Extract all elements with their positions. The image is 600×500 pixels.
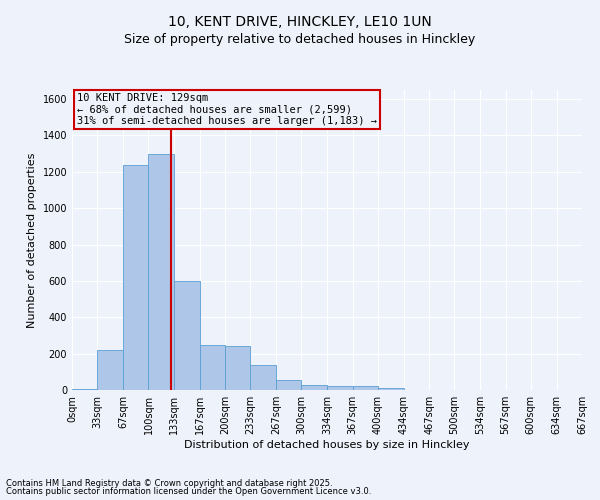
Bar bbox=[378, 388, 404, 390]
Text: Contains public sector information licensed under the Open Government Licence v3: Contains public sector information licen… bbox=[6, 487, 371, 496]
X-axis label: Distribution of detached houses by size in Hinckley: Distribution of detached houses by size … bbox=[184, 440, 470, 450]
Text: 10 KENT DRIVE: 129sqm
← 68% of detached houses are smaller (2,599)
31% of semi-d: 10 KENT DRIVE: 129sqm ← 68% of detached … bbox=[77, 93, 377, 126]
Bar bbox=[353, 386, 378, 390]
Text: Size of property relative to detached houses in Hinckley: Size of property relative to detached ho… bbox=[124, 32, 476, 46]
Bar bbox=[72, 389, 97, 390]
Text: 10, KENT DRIVE, HINCKLEY, LE10 1UN: 10, KENT DRIVE, HINCKLEY, LE10 1UN bbox=[168, 15, 432, 29]
Y-axis label: Number of detached properties: Number of detached properties bbox=[27, 152, 37, 328]
Bar bbox=[200, 346, 225, 390]
Bar bbox=[276, 380, 301, 390]
Bar bbox=[225, 346, 250, 390]
Bar bbox=[173, 281, 200, 390]
Bar bbox=[328, 386, 353, 390]
Bar bbox=[250, 364, 276, 390]
Bar bbox=[123, 164, 148, 390]
Bar bbox=[97, 350, 123, 390]
Text: Contains HM Land Registry data © Crown copyright and database right 2025.: Contains HM Land Registry data © Crown c… bbox=[6, 478, 332, 488]
Bar bbox=[148, 154, 173, 390]
Bar bbox=[301, 386, 328, 390]
